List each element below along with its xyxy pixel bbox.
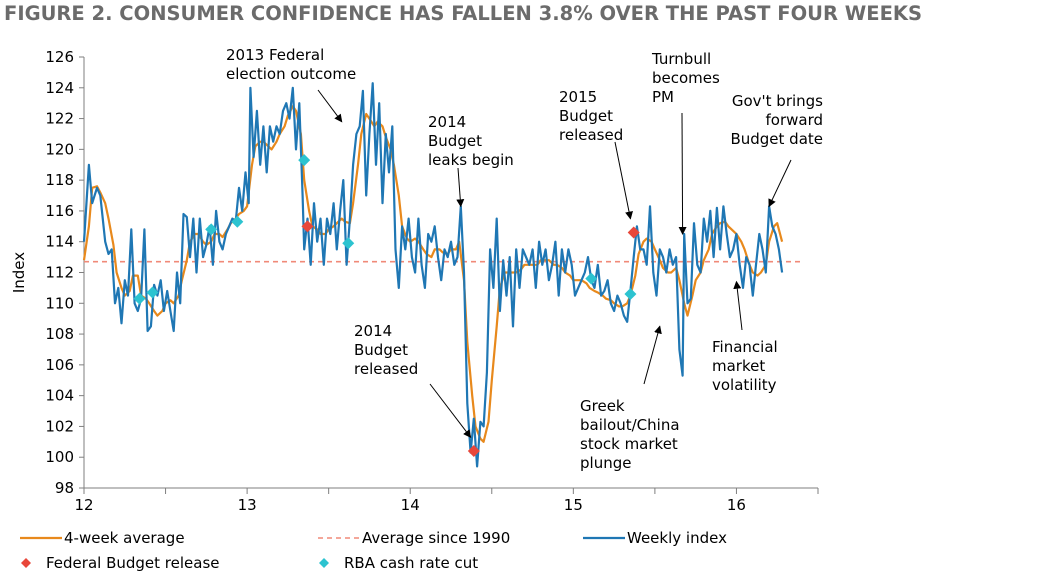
rba-cash-rate-cut-marker: [298, 154, 311, 167]
rba-cash-rate-cut-marker: [624, 288, 637, 301]
annotation-text-line: 2014: [354, 322, 392, 340]
annotation-text-line: Budget: [354, 341, 408, 359]
annotation-text-line: Budget: [428, 132, 482, 150]
annotation-text-line: Greek: [580, 397, 625, 415]
legend: 4-week average Average since 1990 Weekly i…: [20, 529, 727, 572]
x-tick-label: 12: [74, 496, 93, 514]
federal-budget-release-marker: [627, 226, 640, 239]
annotation-text-line: Budget date: [730, 130, 823, 148]
annotation-arrow: [643, 325, 662, 385]
legend-label: RBA cash rate cut: [344, 554, 478, 572]
annotation-text-line: plunge: [580, 454, 631, 472]
y-tick-label: 114: [45, 233, 74, 251]
legend-swatch-diamond: [319, 558, 329, 568]
x-tick-label: 16: [727, 496, 746, 514]
y-tick-label: 116: [45, 202, 74, 220]
annotation-arrow: [456, 167, 465, 208]
annotation-text-line: 2014: [428, 113, 466, 131]
annotation-text-line: released: [559, 126, 623, 144]
y-tick-label: 118: [45, 171, 74, 189]
y-tick-label: 126: [45, 48, 74, 66]
annotation-text-line: released: [354, 360, 418, 378]
legend-item-average1990: Average since 1990: [318, 529, 510, 547]
annotation-text-line: Gov't brings: [732, 92, 823, 110]
y-tick-label: 102: [45, 417, 74, 435]
legend-swatch-diamond: [21, 558, 31, 568]
annotation-text-line: volatility: [712, 376, 777, 394]
x-tick-label: 14: [401, 496, 420, 514]
x-tick-label: 13: [238, 496, 257, 514]
x-tick-label: 15: [564, 496, 583, 514]
series-group: [82, 82, 784, 468]
annotation-text-line: election outcome: [226, 65, 356, 83]
legend-item-rba: RBA cash rate cut: [319, 554, 478, 572]
annotation-arrow: [429, 383, 472, 438]
annotation-text-line: Budget: [559, 107, 613, 125]
federal-budget-release-marker: [467, 445, 480, 458]
annotation-text-line: becomes: [652, 69, 720, 87]
y-tick-label: 122: [45, 110, 74, 128]
annotation-text-line: market: [712, 357, 765, 375]
rba-cash-rate-cut-marker: [231, 215, 244, 228]
annotation-arrow: [614, 141, 633, 220]
legend-label: Average since 1990: [362, 529, 510, 547]
y-tick-label: 110: [45, 294, 74, 312]
annotation-arrow: [733, 280, 743, 331]
annotation-text-line: 2013 Federal: [226, 46, 324, 64]
y-tick-label: 106: [45, 356, 74, 374]
y-tick-label: 98: [55, 479, 74, 497]
y-tick-label: 100: [45, 448, 74, 466]
annotation-arrow: [768, 159, 792, 208]
annotation-text-line: Turnbull: [651, 50, 711, 68]
y-tick-label: 104: [45, 387, 74, 405]
legend-item-weekly: Weekly index: [583, 529, 727, 547]
annotation-arrow: [678, 112, 687, 236]
legend-item-budget: Federal Budget release: [21, 554, 220, 572]
chart-title: FIGURE 2. CONSUMER CONFIDENCE HAS FALLEN…: [4, 2, 923, 25]
annotation-text-line: 2015: [559, 88, 597, 106]
axes: 98 100 102 104 106 108 110 112 114 116 118 120 122 12…: [10, 48, 819, 514]
federal-budget-release-marker: [301, 220, 314, 233]
annotation-text-line: leaks begin: [428, 151, 514, 169]
legend-label: Federal Budget release: [46, 554, 220, 572]
legend-label: 4-week average: [64, 529, 185, 547]
rba-cash-rate-cut-marker: [585, 272, 598, 285]
y-tick-label: 124: [45, 79, 74, 97]
rba-cash-rate-cut-marker: [146, 286, 159, 299]
annotation-text-line: bailout/China: [580, 416, 680, 434]
y-axis-label: Index: [10, 252, 28, 293]
annotation-text-line: PM: [652, 88, 674, 106]
y-tick-label: 108: [45, 325, 74, 343]
legend-item-average4: 4-week average: [20, 529, 185, 547]
rba-cash-rate-cut-marker: [133, 292, 146, 305]
y-tick-label: 112: [45, 264, 74, 282]
annotation-text-line: Financial: [712, 338, 778, 356]
rba-cash-rate-cut-marker: [205, 223, 218, 236]
markers-group: [133, 154, 640, 458]
legend-label: Weekly index: [627, 529, 727, 547]
annotation-text-line: forward: [765, 111, 823, 129]
y-tick-label: 120: [45, 140, 74, 158]
annotation-arrow: [317, 89, 343, 123]
annotation-text-line: stock market: [580, 435, 678, 453]
rba-cash-rate-cut-marker: [342, 237, 355, 250]
series-weekly-index-line: [82, 82, 784, 468]
